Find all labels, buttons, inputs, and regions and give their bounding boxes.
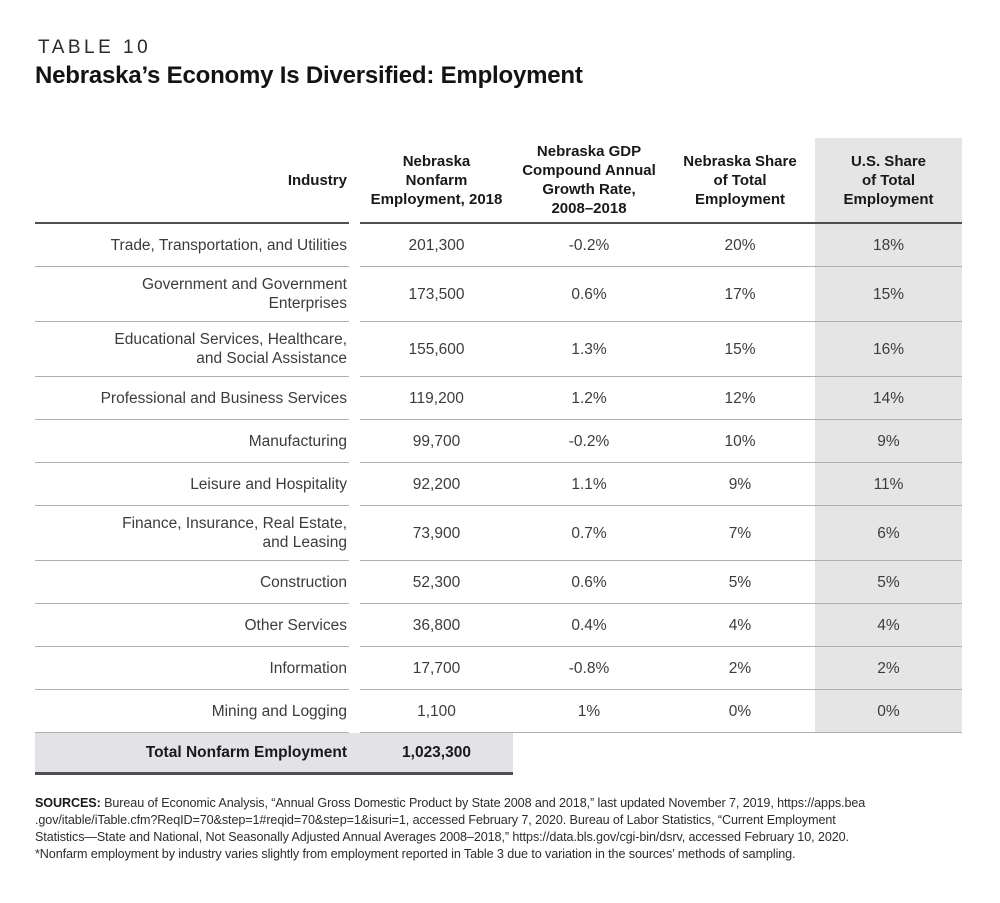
employment-cell: 1,100 xyxy=(417,702,456,720)
ne-share-cell: 5% xyxy=(728,573,752,591)
growth-cell: 0.6% xyxy=(571,285,607,303)
employment-cell: 73,900 xyxy=(412,524,461,542)
industry-cell: Educational Services, Healthcare, and So… xyxy=(35,322,349,377)
us-share-cell: 18% xyxy=(815,224,962,266)
ne-share-cell: 0% xyxy=(728,702,752,720)
page-title: Nebraska’s Economy Is Diversified: Emplo… xyxy=(35,62,583,89)
industry-cell: Finance, Insurance, Real Estate, and Lea… xyxy=(35,506,349,561)
employment-cell: 36,800 xyxy=(412,616,461,634)
us-share-cell: 5% xyxy=(815,561,962,603)
total-value: 1,023,300 xyxy=(402,743,471,761)
us-share-cell: 2% xyxy=(815,647,962,689)
industry-cell: Information xyxy=(35,647,349,690)
table-header-row: Industry Nebraska Nonfarm Employment, 20… xyxy=(35,138,962,224)
employment-cell: 17,700 xyxy=(412,659,461,677)
table-row: Educational Services, Healthcare, and So… xyxy=(35,322,962,377)
growth-cell: 0.6% xyxy=(571,573,607,591)
table-row: Professional and Business Services 119,2… xyxy=(35,377,962,420)
industry-cell: Government and Government Enterprises xyxy=(35,267,349,322)
employment-cell: 201,300 xyxy=(408,236,465,254)
growth-cell: 1.2% xyxy=(571,389,607,407)
industry-cell: Manufacturing xyxy=(35,420,349,463)
ne-share-cell: 15% xyxy=(724,340,756,358)
footnote-asterisk-line: *Nonfarm employment by industry varies s… xyxy=(35,847,796,861)
table-number: TABLE 10 xyxy=(38,37,152,58)
industry-cell: Trade, Transportation, and Utilities xyxy=(35,224,349,267)
employment-cell: 99,700 xyxy=(412,432,461,450)
us-share-cell: 0% xyxy=(815,690,962,732)
col-header-us-share: U.S. Share of Total Employment xyxy=(815,138,962,222)
us-share-cell: 6% xyxy=(815,506,962,560)
industry-cell: Leisure and Hospitality xyxy=(35,463,349,506)
employment-cell: 52,300 xyxy=(412,573,461,591)
employment-cell: 92,200 xyxy=(412,475,461,493)
growth-cell: -0.2% xyxy=(568,236,610,254)
us-share-cell: 4% xyxy=(815,604,962,646)
source-line-2: .gov/itable/iTable.cfm?ReqID=70&step=1#r… xyxy=(35,813,836,827)
ne-share-cell: 4% xyxy=(728,616,752,634)
table-row: Other Services 36,800 0.4% 4% 4% xyxy=(35,604,962,647)
ne-share-cell: 7% xyxy=(728,524,752,542)
ne-share-cell: 2% xyxy=(728,659,752,677)
header-data-group: Nebraska Nonfarm Employment, 2018 Nebras… xyxy=(360,138,962,224)
col-header-ne-share: Nebraska Share of Total Employment xyxy=(683,152,797,208)
table-row: Construction 52,300 0.6% 5% 5% xyxy=(35,561,962,604)
source-line-3: Statistics—State and National, Not Seaso… xyxy=(35,830,849,844)
employment-table: Industry Nebraska Nonfarm Employment, 20… xyxy=(35,138,962,775)
us-share-cell: 9% xyxy=(815,420,962,462)
content-area: TABLE 10 Nebraska’s Economy Is Diversifi… xyxy=(35,36,965,863)
growth-cell: 1.1% xyxy=(571,475,607,493)
growth-cell: 1% xyxy=(577,702,601,720)
ne-share-cell: 17% xyxy=(724,285,756,303)
us-share-cell: 15% xyxy=(815,267,962,321)
source-text: Bureau of Economic Analysis, “Annual Gro… xyxy=(100,796,866,810)
employment-cell: 155,600 xyxy=(408,340,465,358)
table-row: Finance, Insurance, Real Estate, and Lea… xyxy=(35,506,962,561)
ne-share-cell: 12% xyxy=(724,389,756,407)
table-row: Government and Government Enterprises 17… xyxy=(35,267,962,322)
growth-cell: 0.7% xyxy=(571,524,607,542)
growth-cell: -0.8% xyxy=(568,659,610,677)
ne-share-cell: 10% xyxy=(724,432,756,450)
table-row: Manufacturing 99,700 -0.2% 10% 9% xyxy=(35,420,962,463)
ne-share-cell: 9% xyxy=(728,475,752,493)
source-line-1: SOURCES: Bureau of Economic Analysis, “A… xyxy=(35,795,965,812)
industry-cell: Other Services xyxy=(35,604,349,647)
growth-cell: -0.2% xyxy=(568,432,610,450)
growth-cell: 0.4% xyxy=(571,616,607,634)
table-row: Mining and Logging 1,100 1% 0% 0% xyxy=(35,690,962,733)
table-row: Information 17,700 -0.8% 2% 2% xyxy=(35,647,962,690)
ne-share-cell: 20% xyxy=(724,236,756,254)
source-note: SOURCES: Bureau of Economic Analysis, “A… xyxy=(35,795,965,863)
us-share-cell: 16% xyxy=(815,322,962,376)
industry-cell: Professional and Business Services xyxy=(35,377,349,420)
us-share-cell: 11% xyxy=(815,463,962,505)
col-header-growth: Nebraska GDP Compound Annual Growth Rate… xyxy=(522,143,656,217)
us-share-cell: 14% xyxy=(815,377,962,419)
industry-cell: Construction xyxy=(35,561,349,604)
total-row: Total Nonfarm Employment 1,023,300 xyxy=(35,733,513,775)
industry-cell: Mining and Logging xyxy=(35,690,349,733)
col-header-employment: Nebraska Nonfarm Employment, 2018 xyxy=(370,152,503,208)
column-gap xyxy=(349,138,360,224)
employment-cell: 119,200 xyxy=(409,389,464,407)
sources-label: SOURCES: xyxy=(35,796,101,810)
employment-cell: 173,500 xyxy=(408,285,465,303)
col-header-industry: Industry xyxy=(35,138,349,224)
total-label: Total Nonfarm Employment xyxy=(145,743,347,761)
growth-cell: 1.3% xyxy=(571,340,607,358)
table-row: Leisure and Hospitality 92,200 1.1% 9% 1… xyxy=(35,463,962,506)
table-row: Trade, Transportation, and Utilities 201… xyxy=(35,224,962,267)
